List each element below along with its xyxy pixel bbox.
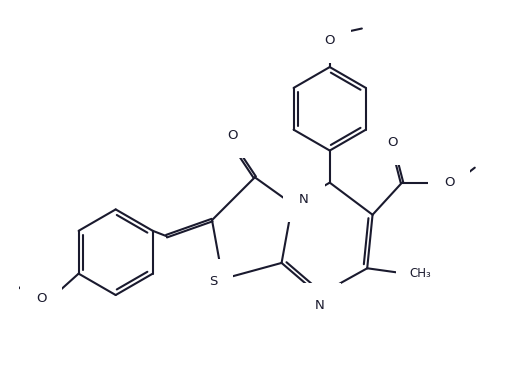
Text: N: N <box>315 299 325 312</box>
Text: N: N <box>299 193 309 206</box>
Text: O: O <box>444 176 454 189</box>
Text: O: O <box>388 136 398 149</box>
Text: O: O <box>36 292 46 305</box>
Text: O: O <box>324 34 335 47</box>
Text: S: S <box>209 275 217 288</box>
Text: CH₃: CH₃ <box>410 267 432 280</box>
Text: O: O <box>227 129 237 142</box>
